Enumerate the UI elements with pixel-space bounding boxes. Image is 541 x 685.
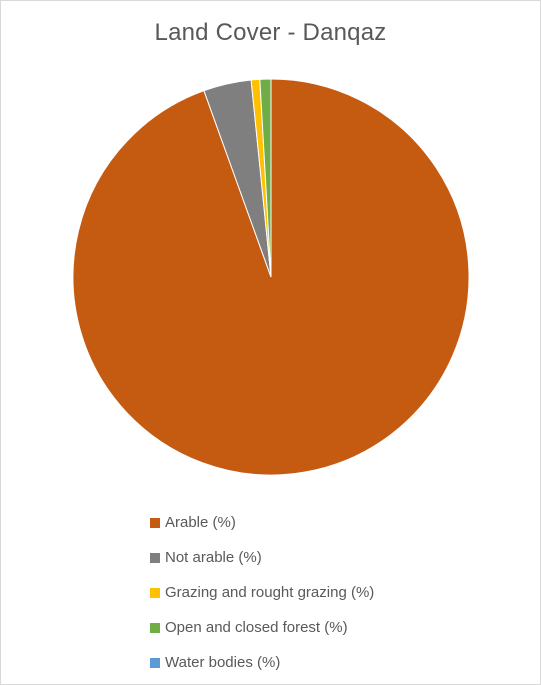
legend-item: Water bodies (%) xyxy=(150,645,530,680)
pie-slice xyxy=(259,78,272,278)
legend: Arable (%) Not arable (%) Grazing and ro… xyxy=(150,505,530,680)
legend-swatch xyxy=(150,622,160,633)
legend-item: Open and closed forest (%) xyxy=(150,610,530,645)
legend-label: Grazing and rought grazing (%) xyxy=(165,584,375,601)
legend-swatch xyxy=(150,587,160,598)
legend-label: Open and closed forest (%) xyxy=(165,619,348,636)
legend-label: Arable (%) xyxy=(165,514,236,531)
legend-item: Not arable (%) xyxy=(150,540,530,575)
legend-label: Water bodies (%) xyxy=(165,654,281,671)
legend-item: Grazing and rought grazing (%) xyxy=(150,575,530,610)
legend-swatch xyxy=(150,657,160,668)
chart-title: Land Cover - Danqaz xyxy=(154,19,387,46)
pie-chart xyxy=(72,78,470,476)
legend-swatch xyxy=(150,552,160,563)
legend-label: Not arable (%) xyxy=(165,549,262,566)
legend-item: Arable (%) xyxy=(150,505,530,540)
legend-swatch xyxy=(150,517,160,528)
